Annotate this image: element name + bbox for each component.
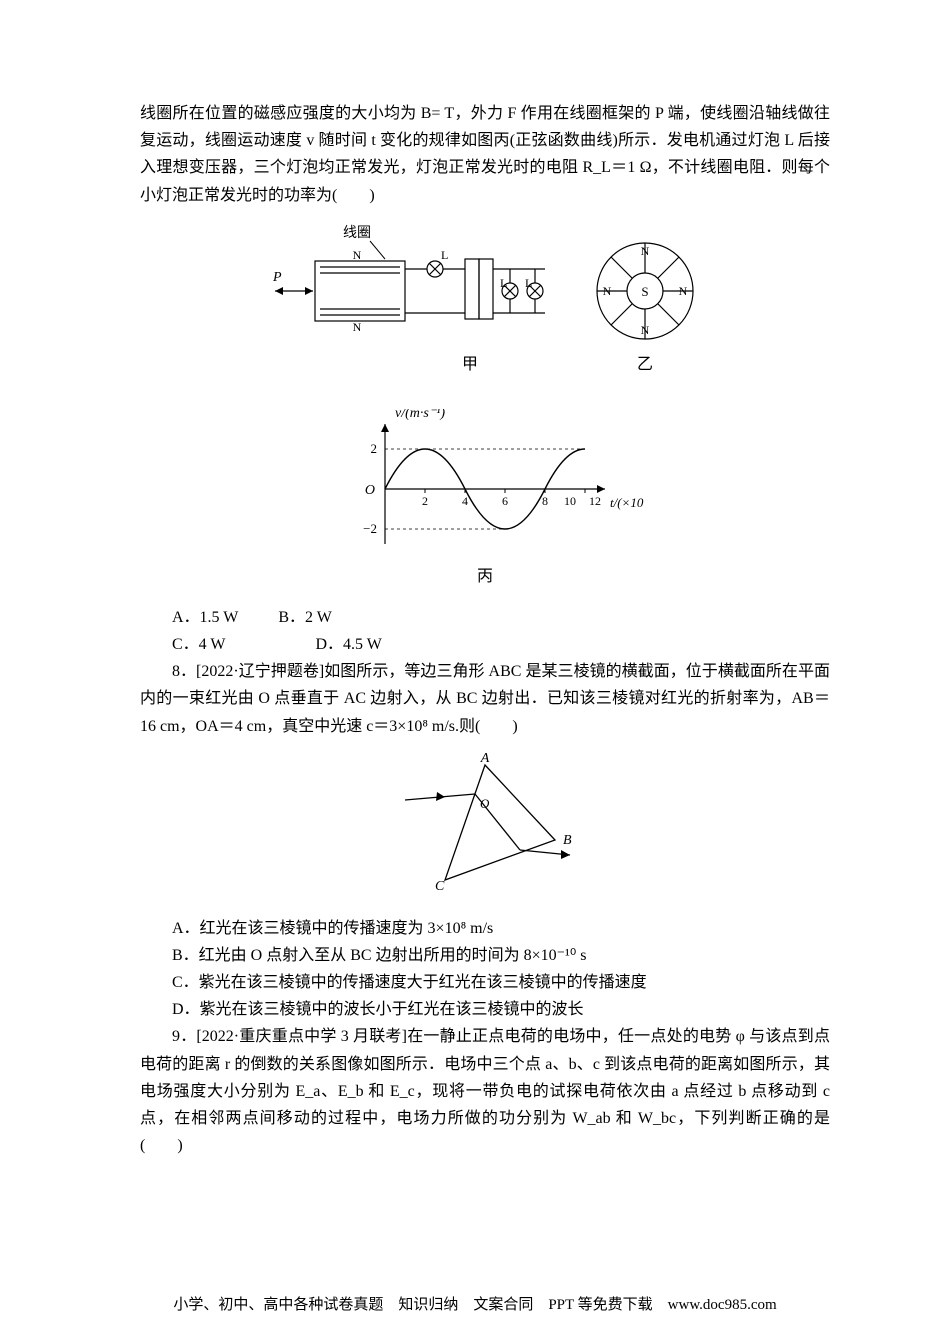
figure-prism: A B C O: [140, 750, 830, 905]
q7-continuation: 线圈所在位置的磁感应强度的大小均为 B= T，外力 F 作用在线圈框架的 P 端…: [140, 100, 830, 209]
figure-bing: O 2 −2 2 4 6 8 10 12 v/(m·s⁻¹) t/(×10⁻¹s…: [140, 409, 830, 594]
xtick-2: 2: [422, 494, 428, 508]
label-coil: 线圈: [343, 225, 371, 241]
label-jia: 甲: [462, 356, 478, 373]
label-B: B: [563, 833, 572, 848]
ytick-neg2: −2: [363, 521, 377, 536]
label-N-2: N: [641, 323, 650, 337]
label-N-top: N: [353, 248, 362, 262]
q7-opt-A: A．1.5 W: [172, 609, 238, 626]
xtick-10: 10: [564, 494, 576, 508]
page-footer: 小学、初中、高中各种试卷真题 知识归纳 文案合同 PPT 等免费下载 www.d…: [0, 1293, 950, 1314]
ylabel: v/(m·s⁻¹): [395, 409, 445, 421]
q8-opt-B: B．红光由 O 点射入至从 BC 边射出所用的时间为 8×10⁻¹⁰ s: [172, 942, 830, 969]
label-O: O: [365, 483, 375, 498]
xtick-12: 12: [589, 494, 601, 508]
label-N-bot: N: [353, 320, 362, 334]
q8-opt-D: D．紫光在该三棱镜中的波长小于红光在该三棱镜中的波长: [172, 996, 830, 1023]
label-Oprime: O: [480, 796, 490, 811]
label-L2: L: [500, 276, 507, 290]
q7-options: A．1.5 W B．2 W C．4 W D．4.5 W: [172, 604, 830, 658]
label-bing: 丙: [477, 568, 493, 585]
q8-opt-A: A．红光在该三棱镜中的传播速度为 3×10⁸ m/s: [172, 915, 830, 942]
q8-opt-C: C．紫光在该三棱镜中的传播速度大于红光在该三棱镜中的传播速度: [172, 969, 830, 996]
q8-options: A．红光在该三棱镜中的传播速度为 3×10⁸ m/s B．红光由 O 点射入至从…: [172, 915, 830, 1024]
label-L1: L: [441, 248, 448, 262]
xtick-6: 6: [502, 494, 508, 508]
xtick-8: 8: [542, 494, 548, 508]
q8-header: 8．[2022·辽宁押题卷]如图所示，等边三角形 ABC 是某三棱镜的横截面，位…: [140, 658, 830, 740]
label-yi: 乙: [637, 356, 653, 373]
figure-jia-yi: 线圈 P N N L L L 甲 S: [140, 219, 830, 399]
label-S: S: [641, 284, 648, 299]
xlabel: t/(×10⁻¹s): [610, 495, 645, 510]
label-C: C: [435, 879, 445, 894]
q7-opt-C: C．4 W: [172, 636, 226, 653]
q7-opt-D: D．4.5 W: [316, 636, 382, 653]
q9-header: 9．[2022·重庆重点中学 3 月联考]在一静止正点电荷的电场中，任一点处的电…: [140, 1023, 830, 1159]
label-A: A: [480, 751, 490, 766]
ytick-2: 2: [371, 441, 378, 456]
label-N-3: N: [603, 284, 612, 298]
label-L3: L: [525, 276, 532, 290]
label-N-4: N: [679, 284, 688, 298]
q7-opt-B: B．2 W: [278, 609, 332, 626]
xtick-4: 4: [462, 494, 468, 508]
label-P: P: [272, 270, 282, 285]
label-N-1: N: [641, 244, 650, 258]
